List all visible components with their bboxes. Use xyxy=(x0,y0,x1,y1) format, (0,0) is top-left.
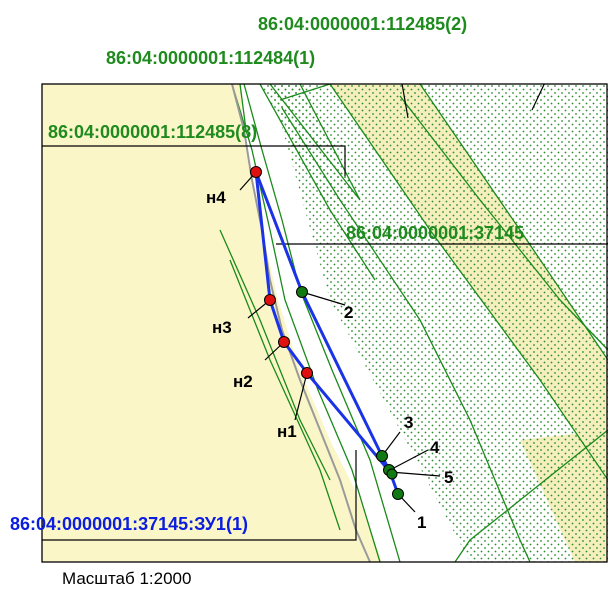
point-2 xyxy=(296,286,308,298)
leader-lines xyxy=(42,84,608,541)
label-n3: н3 xyxy=(212,318,232,337)
point-1 xyxy=(392,488,404,500)
point-n3 xyxy=(264,294,276,306)
label-5: 5 xyxy=(444,468,453,487)
label-112485-8: 86:04:0000001:112485(8) xyxy=(48,122,257,142)
survey-points xyxy=(250,166,404,500)
label-1: 1 xyxy=(417,513,426,532)
label-4: 4 xyxy=(430,438,440,457)
label-37145-zu1: 86:04:0000001:37145:ЗУ1(1) xyxy=(10,514,248,534)
label-n4: н4 xyxy=(206,188,226,207)
point-n4 xyxy=(250,166,262,178)
dotted-strip-112485-8 xyxy=(260,84,360,210)
label-37145: 86:04:0000001:37145 xyxy=(346,223,524,243)
label-2: 2 xyxy=(344,303,353,322)
point-3 xyxy=(376,450,388,462)
point-5 xyxy=(386,468,398,480)
map-area: н4 н3 н2 н1 2 3 4 5 1 xyxy=(42,84,608,562)
point-n1 xyxy=(301,367,313,379)
label-112485-2: 86:04:0000001:112485(2) xyxy=(258,14,467,34)
label-112484-1: 86:04:0000001:112484(1) xyxy=(106,48,315,68)
left-parcel-area xyxy=(42,84,382,562)
label-3: 3 xyxy=(404,413,413,432)
scale-label: Масштаб 1:2000 xyxy=(62,569,192,588)
parcel-boundaries xyxy=(219,84,608,562)
point-n2 xyxy=(278,336,290,348)
label-n2: н2 xyxy=(233,372,253,391)
yellow-stripe-112484-dots xyxy=(330,84,608,480)
creek-line xyxy=(231,84,371,562)
yellow-stripe-lower-dots xyxy=(520,430,608,562)
map-frame xyxy=(41,83,608,563)
label-n1: н1 xyxy=(277,422,297,441)
